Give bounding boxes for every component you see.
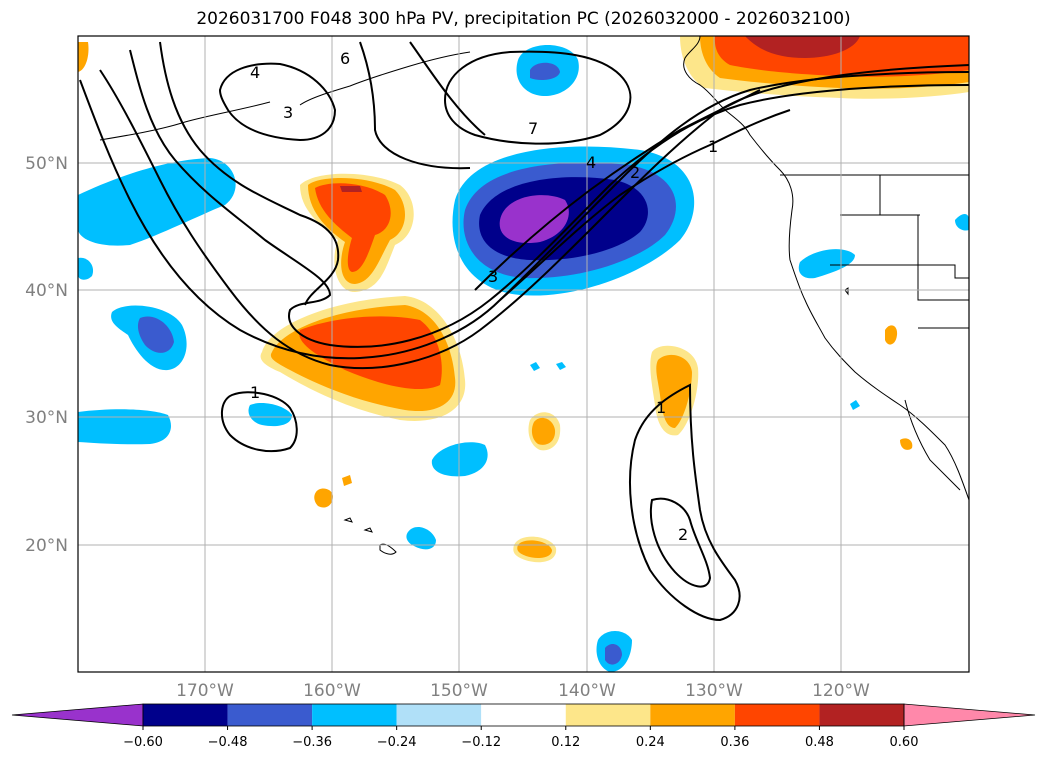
lat-label: 50°N	[25, 154, 68, 174]
coastlines	[99, 35, 970, 555]
colorbar-box	[396, 704, 482, 726]
lon-label: 130°W	[685, 681, 743, 701]
lon-label: 170°W	[176, 681, 234, 701]
colorbar-tick-label: 0.60	[890, 735, 919, 750]
pv-contour-labels: 6 4 3 7 4 2 1 3 1 1 2	[250, 49, 718, 544]
lon-axis-labels: 170°W 160°W 150°W 140°W 130°W 120°W	[176, 681, 870, 701]
colorbar-box	[565, 704, 651, 726]
colorbar-tick-label: −0.24	[377, 735, 417, 750]
pv-label: 2	[630, 163, 640, 182]
colorbar-frame	[142, 703, 905, 727]
colorbar-extend-min	[11, 703, 144, 727]
gridlines	[78, 36, 969, 672]
colorbar-box	[650, 704, 735, 726]
lat-axis-labels: 50°N 40°N 30°N 20°N	[25, 154, 68, 556]
colorbar-tick-label: −0.36	[292, 735, 332, 750]
lon-label: 120°W	[812, 681, 870, 701]
colorbar-tick-label: 0.24	[636, 735, 665, 750]
colorbar-tick-label: 0.48	[805, 735, 834, 750]
pv-label: 3	[488, 267, 498, 286]
colorbar-tick-label: −0.12	[461, 735, 501, 750]
pv-label: 2	[678, 525, 688, 544]
map-plot-area	[78, 36, 969, 672]
lon-label: 140°W	[558, 681, 616, 701]
colorbar-tick-label: −0.60	[123, 735, 163, 750]
colorbar-box	[734, 704, 820, 726]
colorbar-box	[143, 704, 228, 726]
pv-label: 4	[250, 63, 260, 82]
lat-label: 30°N	[25, 408, 68, 428]
pv-label: 1	[656, 398, 666, 417]
map-title: 2026031700 F048 300 hPa PV, precipitatio…	[196, 9, 851, 29]
colorbar-extend-max	[903, 703, 1036, 727]
pv-label: 4	[586, 153, 596, 172]
pv-label: 1	[708, 137, 718, 156]
pv-label: 6	[340, 49, 350, 68]
pv-label: 7	[528, 119, 538, 138]
colorbar-box	[819, 704, 904, 726]
lat-label: 20°N	[25, 536, 68, 556]
lon-label: 150°W	[430, 681, 488, 701]
map-frame	[77, 35, 970, 673]
colorbar-box	[481, 704, 566, 726]
colorbar-box	[227, 704, 313, 726]
pv-contours	[79, 41, 970, 622]
colorbar: −0.60 −0.48 −0.36 −0.24 −0.12 0.12 0.24 0.36 0.4…	[11, 703, 1036, 750]
pv-label: 1	[250, 383, 260, 402]
colorbar-tick-label: 0.12	[551, 735, 580, 750]
lon-label: 160°W	[303, 681, 361, 701]
colorbar-box	[312, 704, 397, 726]
colorbar-tick-label: −0.48	[208, 735, 248, 750]
colorbar-tick-label: 0.36	[720, 735, 749, 750]
pv-label: 3	[283, 103, 293, 122]
lat-label: 40°N	[25, 281, 68, 301]
